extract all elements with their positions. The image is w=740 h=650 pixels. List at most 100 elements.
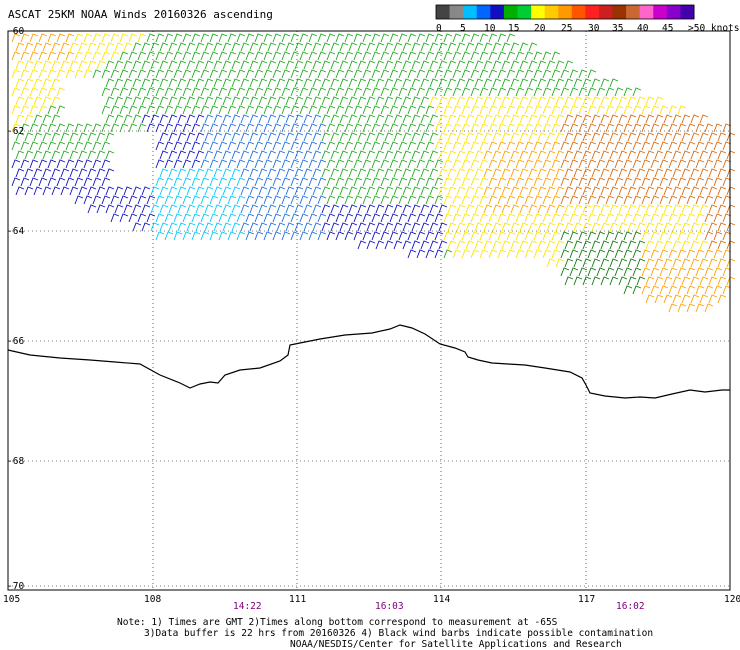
wind-barb (38, 123, 48, 133)
wind-barb (389, 195, 399, 205)
wind-barb (492, 96, 502, 106)
legend-swatch (517, 5, 532, 19)
wind-barb (299, 123, 309, 133)
wind-barb (681, 222, 691, 232)
wind-barb (672, 168, 682, 178)
wind-barb (605, 195, 615, 205)
wind-barb (60, 42, 70, 52)
wind-barb (605, 141, 615, 151)
wind-barb (668, 303, 678, 313)
wind-barb (96, 186, 106, 196)
wind-barb (578, 69, 588, 79)
wind-barb (420, 78, 430, 88)
wind-barb (497, 87, 507, 97)
wind-barb (632, 141, 642, 151)
wind-barb (695, 177, 705, 187)
wind-barb (537, 240, 547, 250)
wind-barb (186, 132, 196, 142)
wind-barb (308, 105, 318, 115)
wind-barb (726, 204, 736, 214)
legend-label: 25 (561, 23, 572, 34)
wind-barb (506, 159, 516, 169)
wind-barb (546, 222, 556, 232)
wind-barb (254, 69, 264, 79)
wind-barb (204, 186, 214, 196)
wind-barb (510, 168, 520, 178)
wind-barb (312, 222, 322, 232)
wind-barb (24, 150, 34, 160)
wind-barb (317, 123, 327, 133)
wind-barb (258, 42, 268, 52)
wind-barb (254, 177, 264, 187)
wind-barb (497, 231, 507, 241)
wind-barb (236, 213, 246, 223)
map-frame: -60-62-64-66-68-70 (7, 26, 731, 592)
wind-barb (317, 87, 327, 97)
wind-barb (353, 69, 363, 79)
wind-barb (222, 204, 232, 214)
wind-barb (272, 33, 282, 43)
wind-barb (74, 69, 84, 79)
wind-barb (258, 132, 268, 142)
wind-barb (294, 186, 304, 196)
wind-barb (42, 114, 52, 124)
wind-barb (668, 249, 678, 259)
wind-barb (357, 132, 367, 142)
legend-swatch (639, 5, 654, 19)
wind-barb (344, 195, 354, 205)
wind-barb (290, 213, 300, 223)
wind-barb (708, 294, 718, 304)
wind-barb (11, 51, 21, 61)
wind-barb (204, 150, 214, 160)
wind-barb (429, 222, 439, 232)
legend-swatch (612, 5, 627, 19)
wind-barb (222, 132, 232, 142)
wind-barb (348, 168, 358, 178)
wind-barb (276, 42, 286, 52)
wind-barb (182, 159, 192, 169)
wind-barb (564, 186, 574, 196)
wind-barb (11, 105, 21, 115)
wind-barb (384, 222, 394, 232)
wind-barb (366, 168, 376, 178)
wind-barb (101, 105, 111, 115)
wind-barb (272, 177, 282, 187)
wind-barb (227, 159, 237, 169)
wind-barb (47, 105, 57, 115)
wind-barb (546, 96, 556, 106)
wind-barb (245, 33, 255, 43)
wind-barb (492, 222, 502, 232)
wind-barb (488, 33, 498, 43)
wind-barb (686, 195, 696, 205)
wind-barb (353, 141, 363, 151)
wind-barb (186, 96, 196, 106)
wind-barb (420, 96, 430, 106)
wind-barb (452, 105, 462, 115)
wind-barb (672, 186, 682, 196)
wind-barb (510, 240, 520, 250)
wind-barb (335, 123, 345, 133)
wind-barb (456, 114, 466, 124)
legend-labels: 0 5 10 15 20 25 30 35 40 45 >50 knots (436, 23, 739, 34)
wind-barb (699, 294, 709, 304)
wind-barb (218, 141, 228, 151)
wind-barb (402, 96, 412, 106)
wind-barb (416, 123, 426, 133)
wind-barb (195, 222, 205, 232)
wind-barb (569, 69, 579, 79)
wind-barb (335, 141, 345, 151)
wind-barb (357, 204, 367, 214)
wind-barb (501, 96, 511, 106)
wind-barb (339, 150, 349, 160)
wind-barb (402, 150, 412, 160)
wind-barb (263, 87, 273, 97)
wind-barb (213, 114, 223, 124)
wind-barb (357, 96, 367, 106)
wind-barb (605, 105, 615, 115)
wind-barb (663, 294, 673, 304)
wind-barb (285, 204, 295, 214)
wind-barb (200, 123, 210, 133)
wind-barb (240, 96, 250, 106)
wind-barb (146, 33, 156, 43)
wind-barb (722, 285, 732, 295)
